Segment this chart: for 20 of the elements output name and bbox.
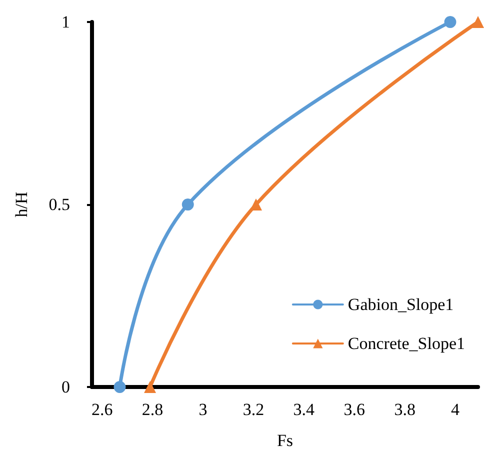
point xyxy=(144,381,156,393)
point xyxy=(444,16,456,28)
point xyxy=(472,16,484,28)
x-tick-label: 3 xyxy=(198,400,208,419)
x-tick-label: 2.6 xyxy=(91,400,113,419)
point xyxy=(182,198,194,210)
y-axis-title: h/H xyxy=(12,192,31,218)
point xyxy=(114,381,126,393)
x-tick-label: 3.4 xyxy=(293,400,316,419)
y-tick-label: 0 xyxy=(62,378,70,396)
x-tick-label: 3.8 xyxy=(394,400,416,419)
y-tick-label: 1 xyxy=(62,12,70,32)
x-tick-label: 2.8 xyxy=(142,400,164,419)
x-tick-label: 3.2 xyxy=(242,400,264,419)
x-axis-title: Fs xyxy=(276,431,294,450)
legend-label: Gabion_Slope1 xyxy=(348,295,454,314)
legend-label: Concrete_Slope1 xyxy=(348,334,466,353)
x-tick-label: 3.6 xyxy=(344,400,366,419)
x-tick-label: 4 xyxy=(451,400,460,419)
y-tick-label: 0.5 xyxy=(48,195,70,214)
